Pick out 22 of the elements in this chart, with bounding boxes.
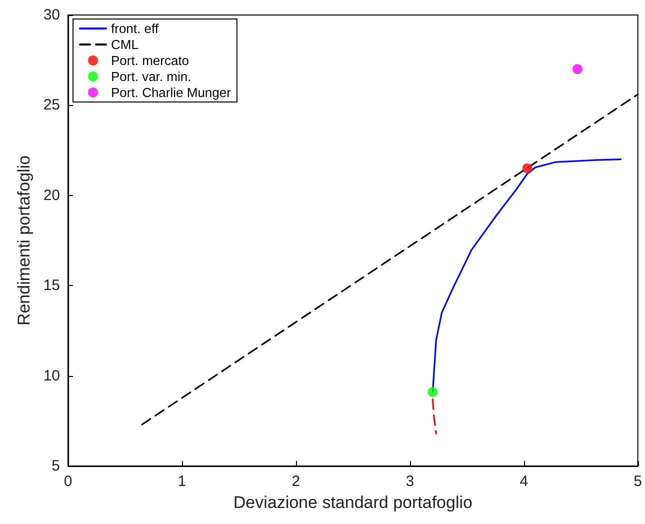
x-axis-title: Deviazione standard portafoglio <box>233 493 472 512</box>
y-tick-label: 15 <box>43 277 60 294</box>
legend-label: Port. var. min. <box>111 69 192 84</box>
legend-label: Port. Charlie Munger <box>111 85 232 100</box>
point <box>522 163 532 174</box>
point <box>572 64 582 74</box>
x-tick-label: 4 <box>520 473 528 490</box>
legend-label: CML <box>111 37 138 52</box>
x-tick-label: 2 <box>292 473 300 490</box>
y-tick-label: 25 <box>43 96 60 114</box>
x-tick-label: 3 <box>406 473 414 490</box>
x-tick-label: 5 <box>634 473 642 490</box>
point <box>428 387 438 398</box>
x-tick-label: 0 <box>64 473 72 490</box>
y-tick-label: 30 <box>43 6 60 24</box>
x-tick-label: 1 <box>178 473 186 490</box>
y-axis-title: Rendimenti portafoglio <box>14 155 34 326</box>
y-tick-label: 10 <box>43 367 60 384</box>
legend-label: Port. mercato <box>111 53 190 68</box>
legend-label: front. eff <box>111 21 159 36</box>
y-tick-label: 20 <box>43 186 60 204</box>
y-tick-label: 5 <box>52 458 60 474</box>
